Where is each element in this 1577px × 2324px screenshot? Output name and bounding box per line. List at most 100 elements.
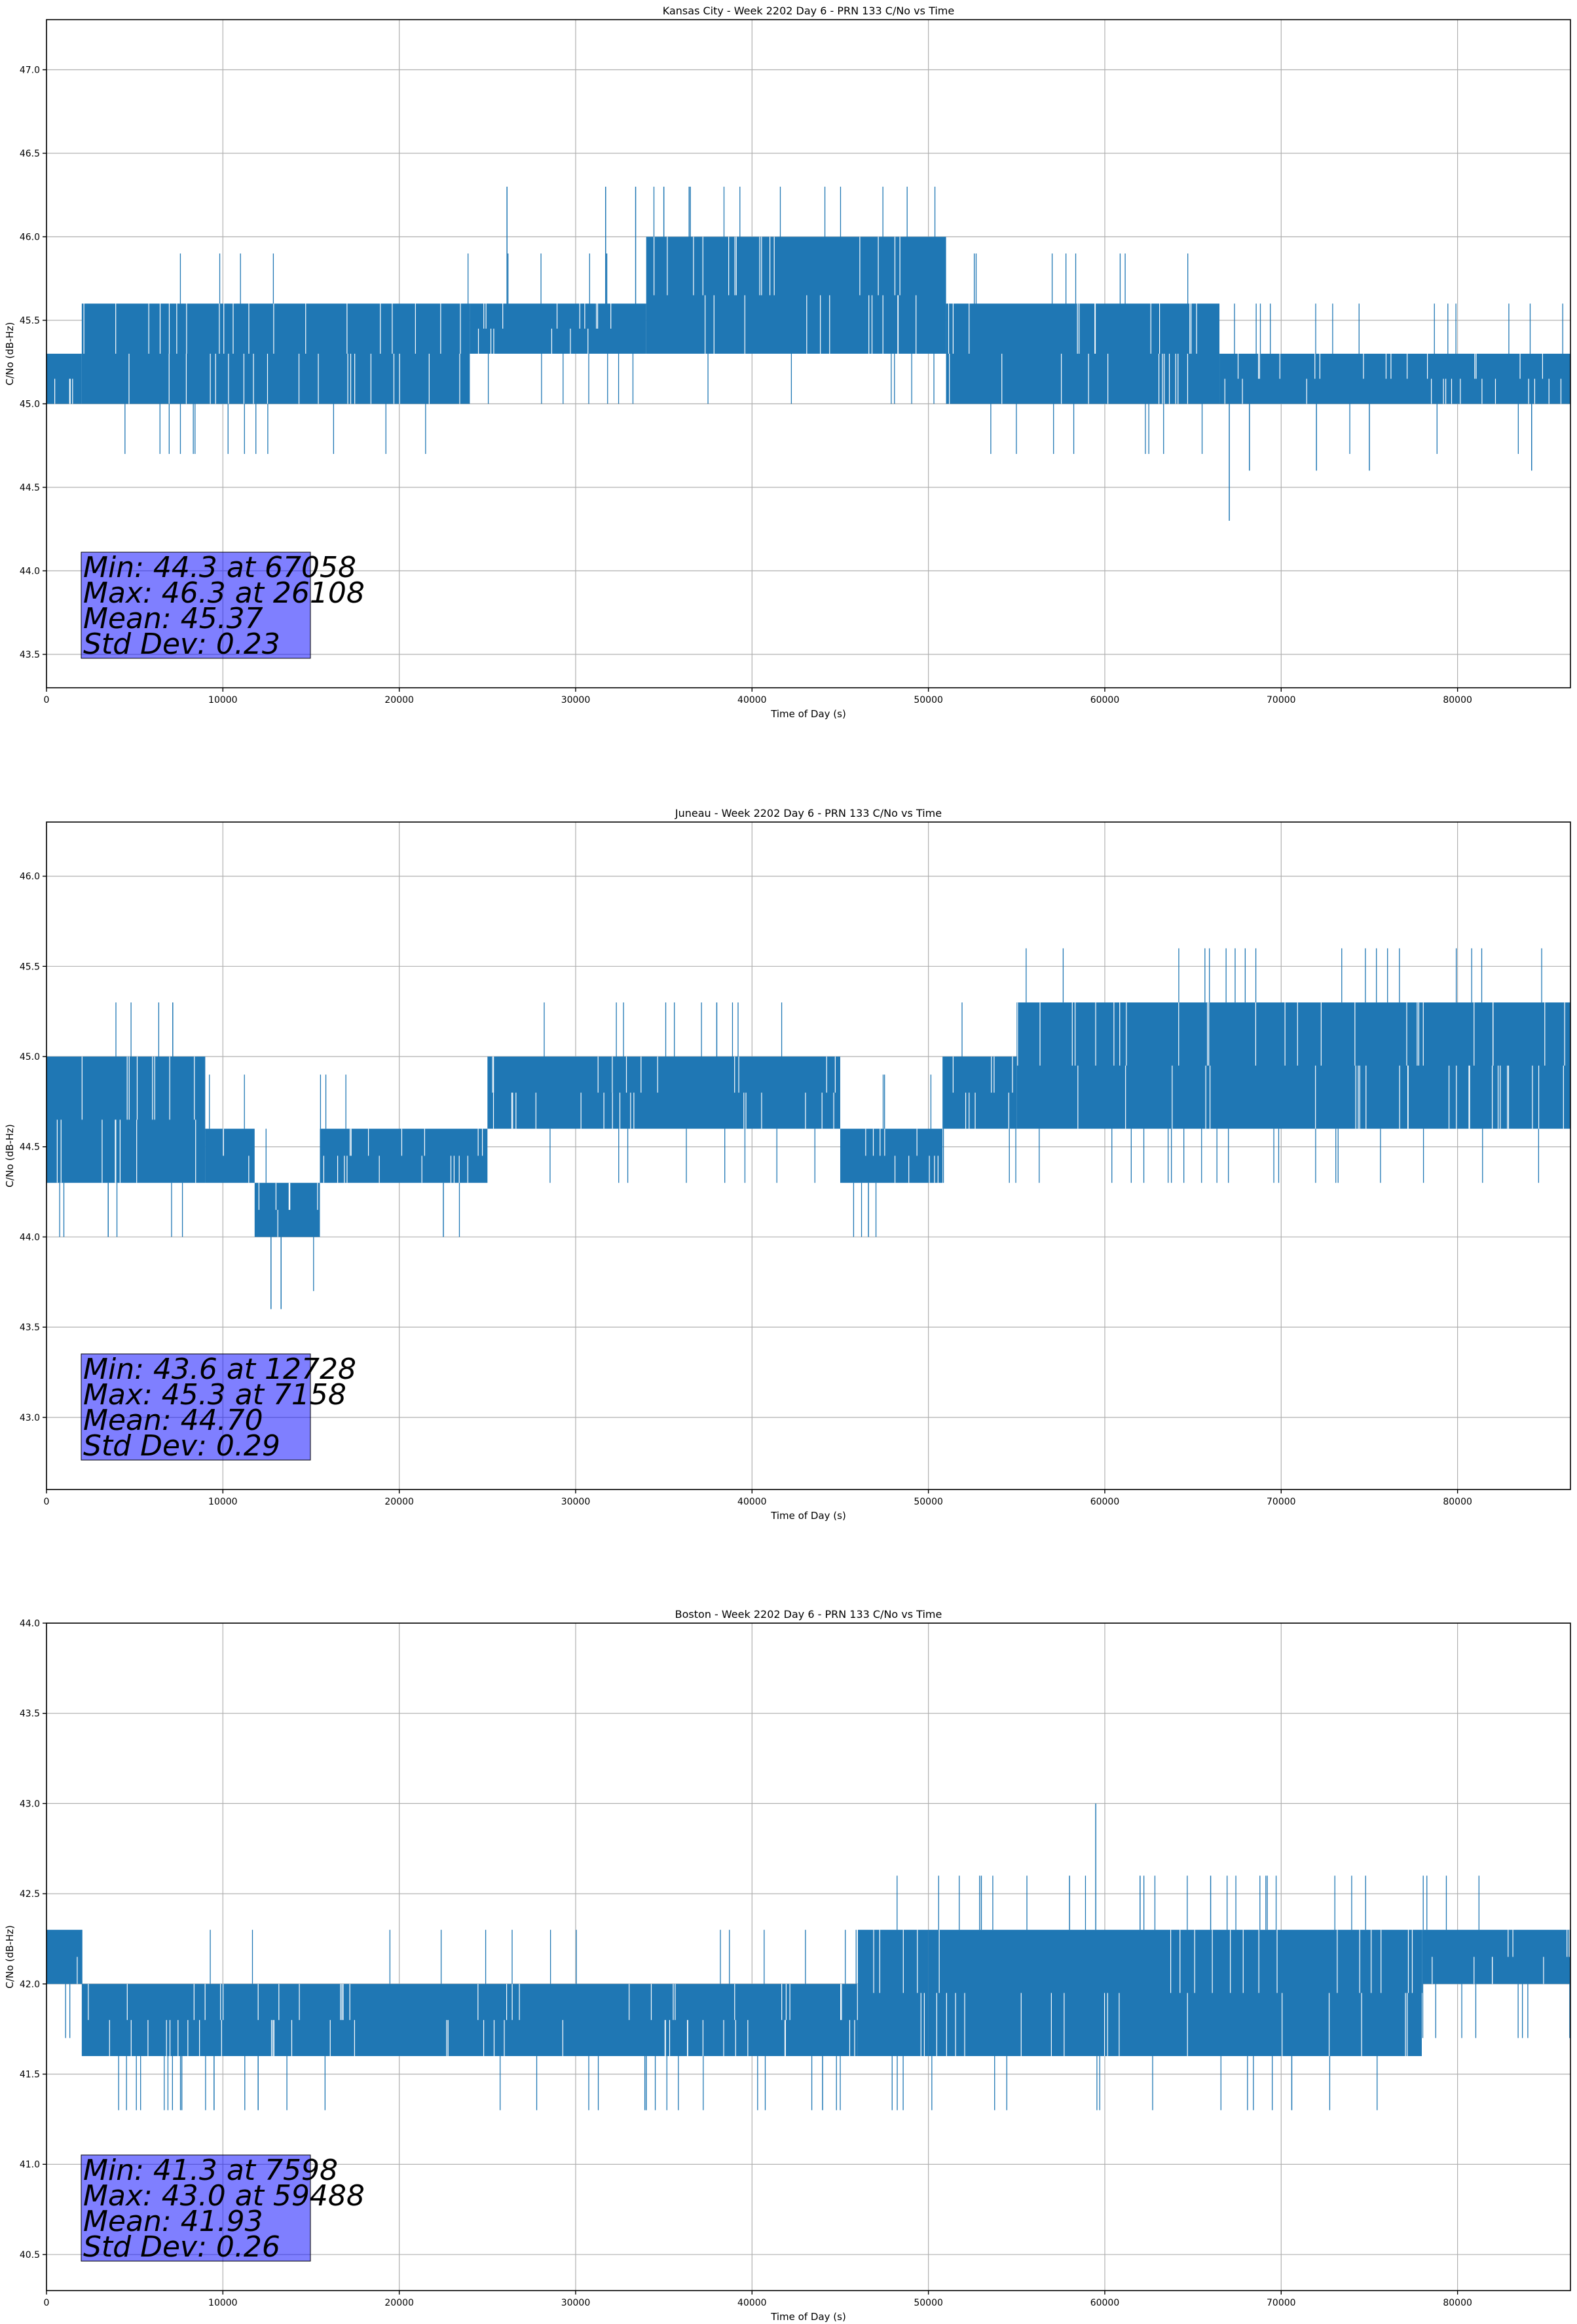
stats-line: Max: 45.3 at 7158 xyxy=(83,1378,346,1412)
y-tick-label: 43.5 xyxy=(20,650,40,660)
stats-line: Min: 41.3 at 7598 xyxy=(83,2154,338,2187)
x-tick-label: 0 xyxy=(44,2298,50,2308)
y-tick-label: 47.0 xyxy=(20,66,40,76)
series-band xyxy=(470,303,646,354)
stats-line: Min: 43.6 at 12728 xyxy=(83,1353,356,1386)
x-tick-label: 50000 xyxy=(914,695,943,705)
stats-line: Max: 46.3 at 26108 xyxy=(83,576,365,610)
x-tick-label: 10000 xyxy=(208,695,238,705)
x-tick-label: 30000 xyxy=(561,1497,591,1507)
stats-line: Std Dev: 0.23 xyxy=(83,628,280,661)
series-band xyxy=(928,1930,1422,2056)
x-tick-label: 30000 xyxy=(561,2298,591,2308)
stats-box-background xyxy=(81,2154,311,2262)
series-band xyxy=(320,1129,488,1183)
x-tick-label: 0 xyxy=(44,1497,50,1507)
series-band xyxy=(646,236,946,354)
x-tick-label: 40000 xyxy=(737,2298,767,2308)
y-tick-label: 41.5 xyxy=(20,2070,40,2080)
y-tick-label: 44.0 xyxy=(20,567,40,577)
x-tick-label: 80000 xyxy=(1443,1497,1472,1507)
y-tick-label: 46.5 xyxy=(20,149,40,159)
y-tick-label: 42.5 xyxy=(20,1889,40,1900)
stats-line: Mean: 41.93 xyxy=(83,2205,263,2238)
series-band xyxy=(857,1930,929,2056)
series-line xyxy=(46,1803,1570,2110)
x-tick-label: 60000 xyxy=(1090,2298,1120,2308)
y-tick-label: 43.5 xyxy=(20,1709,40,1719)
chart-title: Boston - Week 2202 Day 6 - PRN 133 C/No … xyxy=(675,1608,942,1621)
y-axis-label: C/No (dB-Hz) xyxy=(4,322,16,386)
stats-line: Mean: 45.37 xyxy=(83,602,263,635)
stats-box-background xyxy=(81,1353,311,1461)
x-axis-label: Time of Day (s) xyxy=(770,708,846,720)
series-band xyxy=(46,354,82,404)
y-tick-label: 41.0 xyxy=(20,2160,40,2170)
series-band xyxy=(81,303,470,404)
x-tick-label: 50000 xyxy=(914,2298,943,2308)
y-tick-label: 44.0 xyxy=(20,1232,40,1243)
series-line xyxy=(46,187,1570,521)
x-tick-label: 10000 xyxy=(208,1497,238,1507)
chart-panel-2: 0 10000 20000 30000 40000 50000 60000 70000 8000… xyxy=(4,807,1571,1522)
stats-line: Std Dev: 0.29 xyxy=(83,1429,280,1463)
y-tick-label: 45.5 xyxy=(20,316,40,326)
x-tick-label: 80000 xyxy=(1443,2298,1472,2308)
y-tick-label: 40.5 xyxy=(20,2250,40,2260)
y-axis-label: C/No (dB-Hz) xyxy=(4,1124,16,1188)
x-tick-label: 60000 xyxy=(1090,1497,1120,1507)
series-band xyxy=(81,1983,858,2056)
x-tick-label: 20000 xyxy=(384,1497,414,1507)
series-band xyxy=(46,1930,82,1984)
y-tick-label: 46.0 xyxy=(20,233,40,243)
x-tick-label: 0 xyxy=(44,695,50,705)
y-tick-label: 44.5 xyxy=(20,483,40,493)
y-tick-label: 42.0 xyxy=(20,1979,40,1990)
series-band xyxy=(1422,1930,1570,1984)
x-tick-label: 70000 xyxy=(1267,2298,1296,2308)
series-band xyxy=(840,1129,943,1183)
y-tick-label: 46.0 xyxy=(20,872,40,882)
y-tick-label: 43.0 xyxy=(20,1799,40,1809)
y-tick-label: 43.0 xyxy=(20,1413,40,1423)
y-axis-label: C/No (dB-Hz) xyxy=(4,1925,16,1989)
series-band xyxy=(487,1057,840,1129)
x-tick-label: 20000 xyxy=(384,695,414,705)
series-band xyxy=(254,1182,320,1237)
series-band xyxy=(46,1057,206,1183)
y-tick-label: 44.0 xyxy=(20,1619,40,1629)
x-tick-label: 50000 xyxy=(914,1497,943,1507)
chart-panel-3: 0 10000 20000 30000 40000 50000 60000 70000 8000… xyxy=(4,1608,1571,2323)
x-tick-label: 20000 xyxy=(384,2298,414,2308)
y-tick-label: 43.5 xyxy=(20,1322,40,1333)
x-tick-label: 60000 xyxy=(1090,695,1120,705)
y-tick-label: 45.5 xyxy=(20,962,40,972)
y-tick-label: 44.5 xyxy=(20,1142,40,1153)
stats-line: Min: 44.3 at 67058 xyxy=(83,551,356,584)
series-band xyxy=(205,1129,255,1183)
series-band xyxy=(1219,354,1570,404)
series-line xyxy=(46,948,1570,1309)
x-axis-label: Time of Day (s) xyxy=(770,1510,846,1522)
series-band xyxy=(946,303,1220,404)
y-tick-label: 45.0 xyxy=(20,400,40,410)
series-band xyxy=(1016,1002,1570,1129)
x-tick-label: 70000 xyxy=(1267,1497,1296,1507)
y-tick-label: 45.0 xyxy=(20,1052,40,1062)
plot-frame xyxy=(46,1622,1571,2291)
stats-line: Max: 43.0 at 59488 xyxy=(83,2179,365,2213)
plot-frame xyxy=(46,821,1571,1490)
series-band xyxy=(942,1057,1017,1129)
x-axis-label: Time of Day (s) xyxy=(770,2311,846,2323)
x-tick-label: 10000 xyxy=(208,2298,238,2308)
stats-box-background xyxy=(81,552,311,659)
chart-title: Juneau - Week 2202 Day 6 - PRN 133 C/No … xyxy=(675,807,942,819)
stats-line: Std Dev: 0.26 xyxy=(83,2230,280,2264)
x-tick-label: 70000 xyxy=(1267,695,1296,705)
x-tick-label: 80000 xyxy=(1443,695,1472,705)
x-tick-label: 30000 xyxy=(561,695,591,705)
